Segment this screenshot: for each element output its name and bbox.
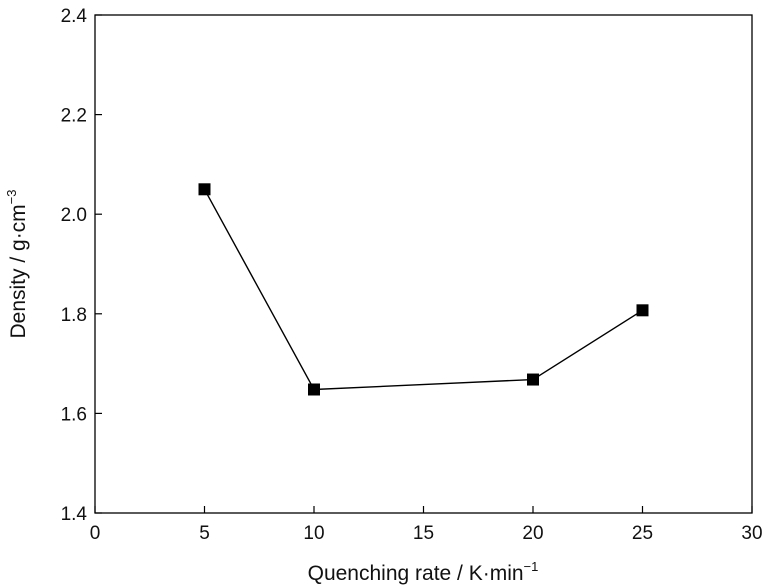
- y-tick-label: 2.2: [61, 106, 87, 127]
- x-tick-label: 20: [522, 523, 543, 544]
- data-point-marker: [308, 383, 320, 396]
- y-axis-title-text: Density / g·cm: [7, 204, 30, 338]
- series-line: [203, 188, 643, 391]
- y-tick-label: 2.0: [61, 205, 87, 226]
- data-point-marker: [636, 304, 649, 317]
- x-tick-label: 15: [413, 523, 434, 544]
- x-axis-title: Quenching rate / K·min−1: [308, 559, 539, 585]
- x-axis-title-text: Quenching rate / K·min: [308, 562, 524, 585]
- y-tick-label: 1.8: [61, 305, 87, 326]
- x-tick-label: 30: [741, 523, 762, 544]
- x-axis-title-sup: −1: [524, 559, 539, 574]
- data-markers: [198, 183, 649, 396]
- data-point-marker: [527, 373, 539, 386]
- x-tick-label: 25: [632, 523, 653, 544]
- y-axis-title: Density / g·cm−3: [4, 189, 30, 338]
- x-tick-label: 10: [303, 523, 324, 544]
- plot-frame: [94, 14, 753, 514]
- x-tick-label: 5: [199, 523, 210, 544]
- y-ticks: 1.4 1.6 1.8 2.0 2.2 2.4: [61, 6, 102, 525]
- x-tick-label: 0: [90, 523, 101, 544]
- y-axis-title-sup: −3: [4, 189, 19, 204]
- y-tick-label: 1.6: [61, 404, 87, 425]
- x-ticks: 0 5 10 15 20 25 30: [90, 506, 763, 544]
- y-tick-label: 2.4: [61, 6, 88, 27]
- data-point-marker: [198, 183, 211, 196]
- y-tick-label: 1.4: [61, 504, 88, 525]
